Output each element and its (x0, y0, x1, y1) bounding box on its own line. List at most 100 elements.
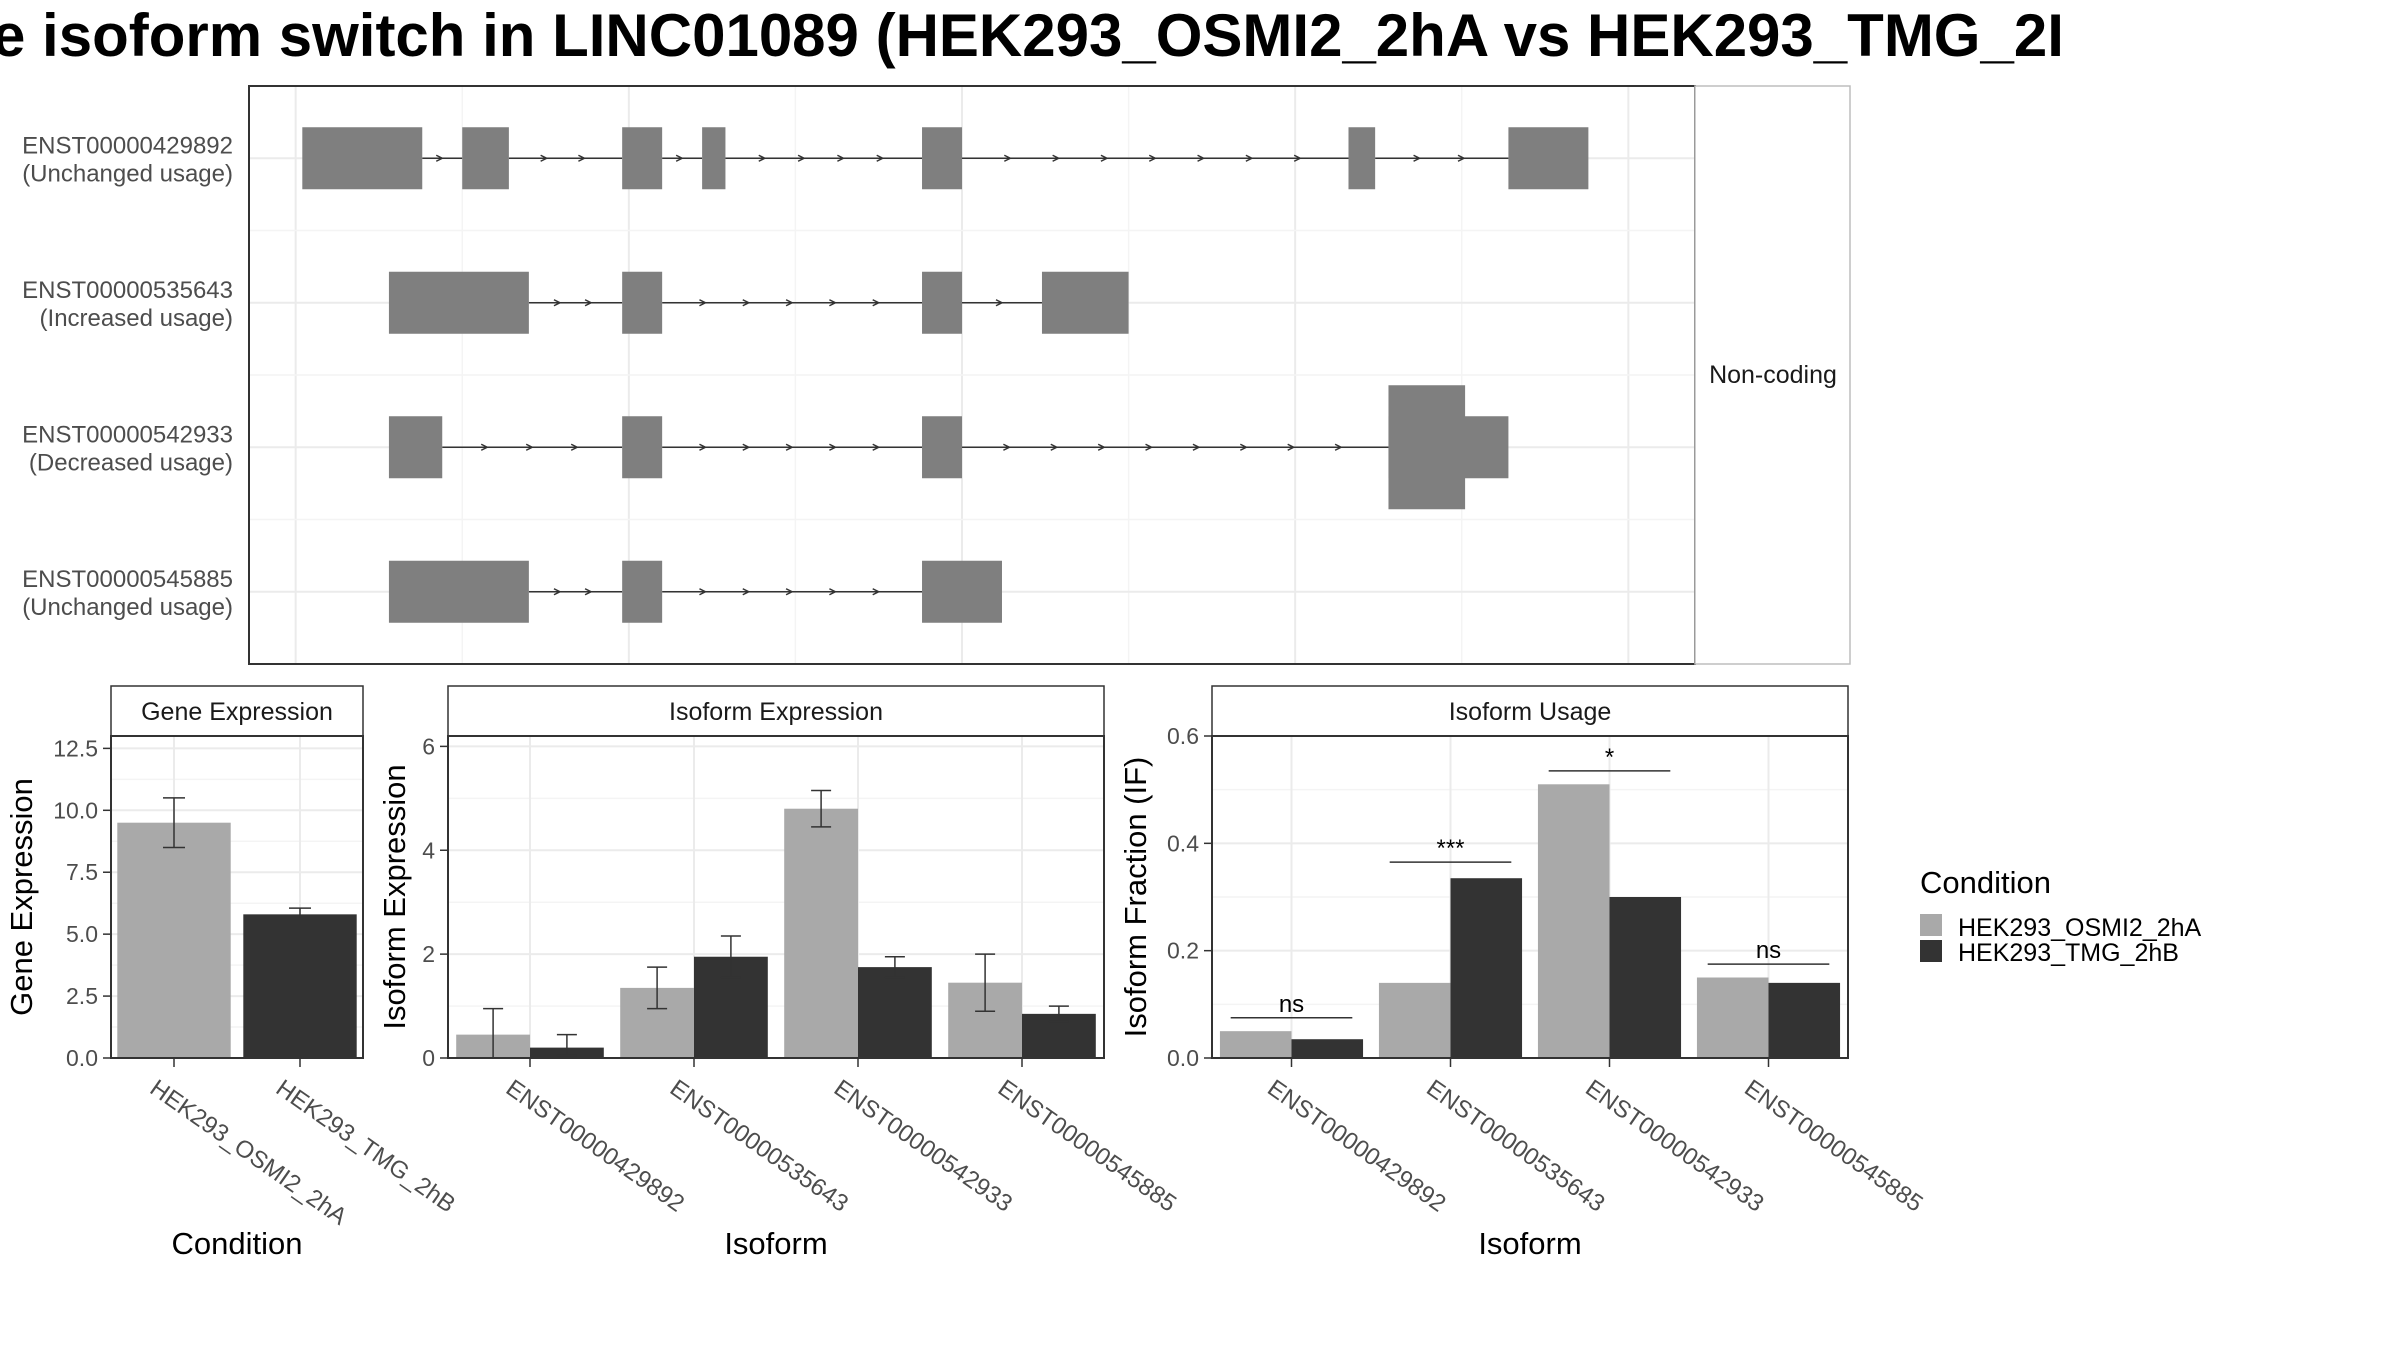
exon (1041, 271, 1129, 334)
y-tick-label: 0 (422, 1045, 435, 1071)
transcript-usage-label: (Unchanged usage) (22, 594, 233, 621)
y-tick-label: 0.0 (66, 1045, 98, 1071)
bar (784, 808, 858, 1058)
intron-arrow (872, 299, 881, 307)
intron-arrow (480, 443, 489, 451)
panel-strip (447, 685, 1105, 737)
intron-arrow (876, 154, 885, 162)
significance-label: *** (1436, 835, 1464, 862)
exon (622, 416, 663, 479)
intron-arrow (785, 443, 794, 451)
transcript-usage-label: (Unchanged usage) (22, 160, 233, 187)
panel-frame (110, 735, 364, 1059)
y-axis-title: Isoform Fraction (IF) (1118, 757, 1153, 1038)
exon (302, 127, 423, 190)
intron-arrow (699, 443, 708, 451)
intron-arrow (1413, 154, 1422, 162)
intron-arrow (837, 154, 846, 162)
intron-arrow (1334, 443, 1343, 451)
gene-expression-panel: Gene Expression0.02.55.07.510.012.5HEK29… (4, 685, 460, 1261)
x-axis-title: Isoform (1478, 1226, 1581, 1261)
exon (622, 127, 663, 190)
intron-arrow (578, 154, 587, 162)
transcript-id-label: ENST00000429892 (22, 132, 233, 159)
bar (1450, 878, 1523, 1058)
intron-arrow (699, 299, 708, 307)
intron-arrow (1293, 154, 1302, 162)
y-tick-label: 12.5 (53, 735, 98, 761)
intron-arrow (758, 154, 767, 162)
legend-label-osmi2: HEK293_OSMI2_2hA (1958, 914, 2202, 942)
intron-arrow (785, 299, 794, 307)
intron-arrow (1197, 154, 1206, 162)
panel-strip (110, 685, 364, 737)
intron-arrow (1003, 154, 1012, 162)
y-tick-label: 6 (422, 733, 435, 759)
bar (117, 822, 231, 1058)
y-tick-label: 2 (422, 941, 435, 967)
intron-arrow (872, 443, 881, 451)
intron-arrow (1100, 154, 1109, 162)
condition-legend: Condition HEK293_OSMI2_2hA HEK293_TMG_2h… (1920, 865, 2202, 967)
intron-arrow (1050, 443, 1059, 451)
significance-label: ns (1756, 937, 1781, 964)
intron-arrow (1003, 443, 1012, 451)
intron-arrow (553, 299, 562, 307)
panel-title: Gene Expression (141, 698, 333, 726)
intron-arrow (525, 443, 534, 451)
significance-label: * (1605, 744, 1614, 771)
exon (922, 560, 1002, 623)
transcript-track (388, 560, 1002, 623)
exon (622, 271, 663, 334)
intron-arrow (829, 299, 838, 307)
isoform-usage-panel: Isoform Usagens****ns0.00.20.40.6ENST000… (1118, 685, 1928, 1261)
x-axis-title: Condition (172, 1226, 303, 1261)
legend-swatch-osmi2 (1920, 914, 1942, 936)
transcript-id-label: ENST00000535643 (22, 277, 233, 304)
bar (1378, 982, 1451, 1058)
exon-tall-region (1388, 385, 1466, 510)
transcript-track (388, 271, 1129, 334)
intron-arrow (829, 588, 838, 596)
intron-arrow (995, 299, 1004, 307)
facet-strip (1694, 85, 1851, 665)
isoform-expression-panel: Isoform Expression0246ENST00000429892ENS… (377, 685, 1181, 1261)
intron-arrow (1239, 443, 1248, 451)
transcript-id-label: ENST00000545885 (22, 566, 233, 593)
intron-arrow (1457, 154, 1466, 162)
bar (1537, 784, 1610, 1058)
intron-arrow (1287, 443, 1296, 451)
exon (702, 127, 726, 190)
intron-arrow (1245, 154, 1254, 162)
bar (1609, 897, 1682, 1058)
y-tick-label: 0.4 (1167, 830, 1199, 856)
intron-arrow (540, 154, 549, 162)
intron-arrow (1097, 443, 1106, 451)
x-tick-label: ENST00000535643 (665, 1075, 853, 1218)
y-tick-label: 4 (422, 837, 435, 863)
y-tick-label: 0.2 (1167, 938, 1199, 964)
intron-arrow (584, 588, 593, 596)
panel-frame (1211, 735, 1849, 1059)
x-tick-label: ENST00000545885 (993, 1075, 1181, 1218)
exon (922, 127, 963, 190)
transcript-track (388, 385, 1509, 510)
y-tick-label: 0.0 (1167, 1045, 1199, 1071)
facet-label: Non-coding (1709, 361, 1837, 389)
x-axis-title: Isoform (724, 1226, 827, 1261)
x-tick-label: ENST00000542933 (829, 1075, 1017, 1218)
intron-arrow (742, 443, 751, 451)
bar (858, 967, 932, 1058)
panel-frame (447, 735, 1105, 1059)
legend-title: Condition (1920, 865, 2051, 900)
y-tick-label: 0.6 (1167, 723, 1199, 749)
legend-swatch-tmg (1920, 940, 1942, 962)
y-tick-label: 7.5 (66, 859, 98, 885)
intron-arrow (675, 154, 684, 162)
exon (922, 416, 963, 479)
y-tick-label: 2.5 (66, 983, 98, 1009)
x-tick-label: ENST00000429892 (501, 1075, 689, 1218)
figure-title: e isoform switch in LINC01089 (HEK293_OS… (0, 2, 2064, 69)
transcript-track (302, 127, 1589, 190)
